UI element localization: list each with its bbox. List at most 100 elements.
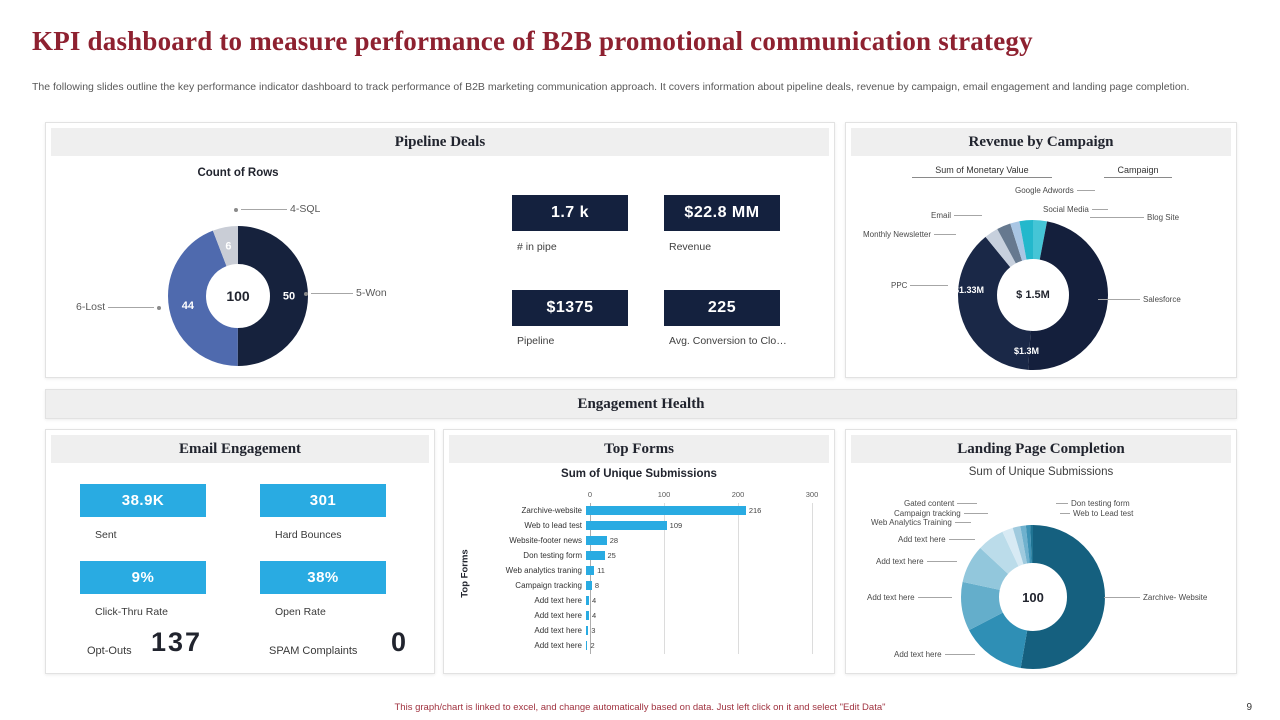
leader-line (910, 285, 949, 286)
leader-line (944, 654, 975, 655)
donut-ring-label: 44 (182, 300, 195, 312)
bar-category-label: Web analytics traning (505, 566, 582, 575)
leader-line (954, 215, 983, 216)
landing-donut-chart[interactable] (957, 521, 1109, 673)
kpi-card-revenue: $22.8 MM (664, 195, 780, 231)
bar-category-label: Website-footer news (509, 536, 582, 545)
callout-web-analytics-training: Web Analytics Training (871, 517, 971, 528)
page-number: 9 (1246, 702, 1252, 713)
gridline (590, 503, 591, 654)
bar-row: Add text here 4 (464, 608, 824, 623)
bar-category-label: Add text here (534, 611, 582, 620)
data-label-1-33m: $1.33M (954, 285, 985, 295)
opt-outs-label: Opt-Outs (87, 645, 132, 657)
callout-label: Email (931, 211, 952, 220)
callout-label: Zarchive- Website (1143, 593, 1208, 602)
gridline (664, 503, 665, 654)
bar[interactable] (586, 566, 595, 575)
bar-track: 3 (586, 626, 595, 635)
bar-category-label: Web to lead test (524, 521, 582, 530)
axis-tick-label: 200 (731, 490, 745, 499)
panel-title-landing: Landing Page Completion (851, 435, 1231, 463)
callout-label: 6-Lost (76, 301, 106, 313)
callout-gated-content: Gated content (904, 498, 978, 509)
callout-label: Blog Site (1147, 213, 1180, 222)
bar[interactable] (586, 581, 592, 590)
bar-row: Web analytics traning 11 (464, 563, 824, 578)
pipeline-deals-panel: Pipeline Deals Count of Rows 50 44 6 100 4… (45, 122, 835, 378)
forms-gridlines (590, 503, 813, 654)
bar-track: 25 (586, 551, 616, 560)
leader-line (948, 539, 975, 540)
axis-tick-label: 0 (587, 490, 593, 499)
callout-add-text-1: Add text here (898, 534, 975, 545)
top-forms-chart[interactable]: 0 100 200 300 Zarchive-website 216 Web to lea… (464, 490, 824, 655)
callout-blog-site: Blog Site (1090, 212, 1179, 223)
leader-line (1104, 597, 1140, 598)
revenue-legend-monetary: Sum of Monetary Value (912, 165, 1052, 178)
donut-ring-label: 50 (283, 291, 295, 303)
callout-add-text-3: Add text here (867, 592, 952, 603)
pipeline-donut-chart[interactable]: 50 44 6 (163, 221, 313, 371)
email-label-open-rate: Open Rate (275, 606, 326, 618)
email-engagement-panel: Email Engagement 38.9K 301 Sent Hard Bou… (45, 429, 435, 674)
engagement-health-title: Engagement Health (577, 395, 705, 412)
donut-segment (961, 525, 1105, 669)
leader-dot (234, 207, 238, 212)
callout-label: 5-Won (356, 287, 387, 299)
bar[interactable] (586, 506, 746, 515)
callout-label: Don testing form (1071, 499, 1130, 508)
bar-track: 4 (586, 611, 596, 620)
bar[interactable] (586, 521, 667, 530)
callout-campaign-tracking: Campaign tracking (894, 508, 988, 519)
bar[interactable] (586, 596, 589, 605)
gridline (738, 503, 739, 654)
bar[interactable] (586, 626, 589, 635)
landing-page-completion-panel: Landing Page Completion Sum of Unique Su… (845, 429, 1237, 674)
spam-complaints-value: 0 (391, 627, 409, 657)
forms-chart-title: Sum of Unique Submissions (561, 468, 717, 480)
callout-label: PPC (891, 281, 908, 290)
landing-chart-title: Sum of Unique Submissions (968, 466, 1114, 478)
bar[interactable] (586, 611, 589, 620)
bar-track: 2 (586, 641, 595, 650)
bar-row: Zarchive-website 216 (464, 503, 824, 518)
revenue-donut-chart[interactable] (951, 213, 1115, 377)
callout-label: Add text here (898, 535, 946, 544)
callout-label: Salesforce (1143, 295, 1181, 304)
leader-line (241, 209, 287, 210)
landing-donut-center: 100 (1022, 590, 1044, 605)
leader-line (1090, 217, 1144, 218)
bar-row: Don testing form 25 (464, 548, 824, 563)
email-label-sent: Sent (95, 529, 117, 541)
leader-line (917, 597, 952, 598)
kpi-card-in-pipe: 1.7 k (512, 195, 628, 231)
revenue-donut-center: $ 1.5M (1016, 289, 1050, 301)
bar-track: 216 (586, 506, 761, 515)
forms-bar-rows: Zarchive-website 216 Web to lead test 109 We… (464, 503, 824, 653)
callout-label: Google Adwords (1015, 186, 1074, 195)
leader-line (934, 234, 957, 235)
leader-line (1060, 513, 1070, 514)
donut-segment (958, 220, 1108, 370)
bar[interactable] (586, 641, 588, 650)
bar[interactable] (586, 551, 605, 560)
bar[interactable] (586, 536, 607, 545)
callout-zarchive-website: Zarchive- Website (1104, 592, 1207, 603)
bar-track: 11 (586, 566, 605, 575)
kpi-label-revenue: Revenue (669, 241, 712, 253)
callout-add-text-4: Add text here (894, 649, 975, 660)
bar-track: 4 (586, 596, 596, 605)
email-label-click-thru: Click-Thru Rate (95, 606, 168, 618)
spam-complaints-label: SPAM Complaints (269, 645, 358, 657)
email-card-sent: 38.9K (80, 484, 206, 517)
callout-add-text-2: Add text here (876, 556, 957, 567)
callout-label: Web Analytics Training (871, 518, 952, 527)
bar-category-label: Add text here (534, 626, 582, 635)
callout-label: 4-SQL (290, 203, 321, 215)
bar-track: 8 (586, 581, 599, 590)
leader-line (108, 307, 155, 308)
bar-row: Add text here 2 (464, 638, 824, 653)
donut-segment (168, 226, 308, 366)
bar-value-label: 28 (609, 536, 619, 545)
